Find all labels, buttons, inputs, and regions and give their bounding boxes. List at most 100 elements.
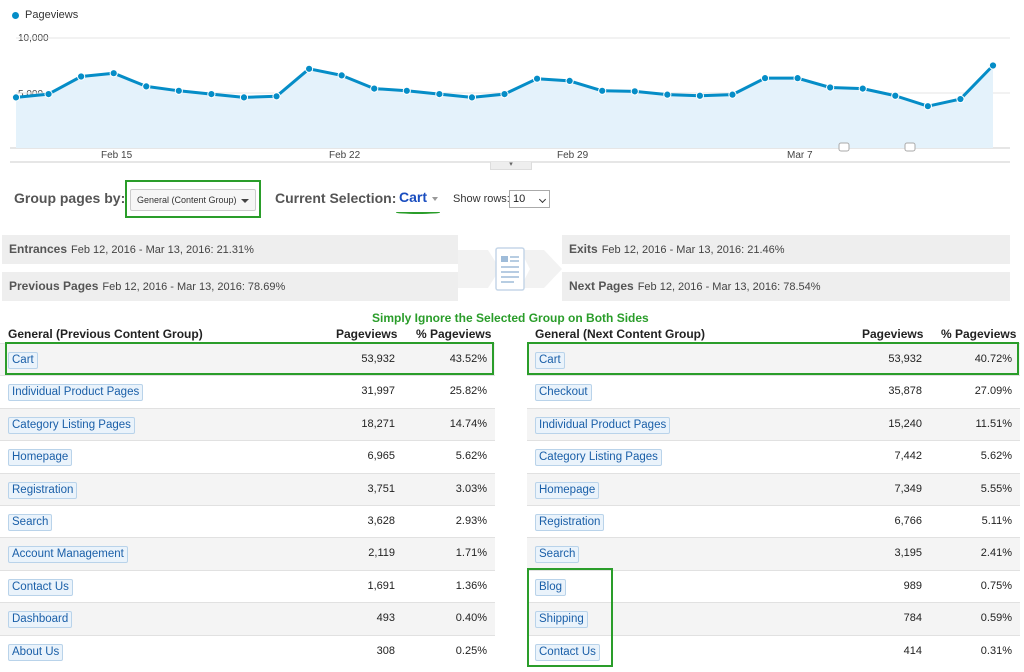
current-selection-dropdown[interactable]: Cart — [399, 189, 428, 205]
data-point[interactable] — [272, 92, 281, 101]
group-link[interactable]: Category Listing Pages — [8, 416, 135, 434]
data-point[interactable] — [760, 74, 770, 83]
table-row: Checkout 35,878 27.09% — [527, 375, 1020, 407]
column-header-pct-pageviews[interactable]: % Pageviews — [416, 327, 492, 341]
chart-collapse-toggle[interactable]: ▾ — [490, 161, 532, 170]
pageviews-cell: 308 — [376, 644, 395, 657]
data-point[interactable] — [239, 93, 249, 102]
data-point[interactable] — [663, 90, 672, 99]
group-by-value: General (Content Group) — [137, 195, 237, 205]
group-link[interactable]: Category Listing Pages — [535, 449, 662, 467]
data-point[interactable] — [142, 82, 151, 91]
table-row: Contact Us 414 0.31% — [527, 634, 1020, 667]
group-link[interactable]: Shipping — [535, 611, 588, 629]
legend-label: Pageviews — [25, 9, 79, 21]
group-link[interactable]: Individual Product Pages — [535, 416, 671, 434]
pct-pageviews-cell: 1.36% — [455, 579, 487, 592]
pct-pageviews-cell: 5.62% — [455, 450, 487, 463]
data-point[interactable] — [956, 94, 965, 104]
exits-label: Exits — [569, 242, 598, 256]
group-link[interactable]: Checkout — [535, 384, 592, 402]
column-header-pageviews[interactable]: Pageviews — [862, 327, 924, 341]
group-link[interactable]: Search — [535, 546, 580, 564]
exits-summary: Exits Feb 12, 2016 - Mar 13, 2016: 21.46% — [562, 235, 1010, 264]
group-link[interactable]: Cart — [8, 352, 38, 369]
pageviews-cell: 53,932 — [888, 353, 922, 365]
data-point[interactable] — [435, 90, 444, 99]
group-by-dropdown[interactable]: General (Content Group) — [130, 189, 256, 211]
data-point[interactable] — [891, 91, 900, 100]
group-link[interactable]: Blog — [535, 578, 567, 596]
legend-dot-icon — [12, 11, 19, 19]
data-point[interactable] — [565, 76, 574, 86]
table-row: Category Listing Pages 18,271 14.74% — [0, 407, 495, 441]
x-tick-label: Feb 15 — [101, 150, 133, 161]
flow-arrow-icon — [458, 247, 562, 291]
data-point[interactable] — [467, 93, 477, 102]
data-point[interactable] — [532, 74, 542, 83]
table-row: Contact Us 1,691 1.36% — [0, 569, 495, 602]
caret-down-icon[interactable] — [432, 197, 438, 201]
pageviews-cell: 53,932 — [361, 353, 395, 365]
group-by-label: Group pages by: — [14, 190, 126, 206]
group-link[interactable]: Homepage — [8, 449, 73, 467]
pct-pageviews-cell: 1.71% — [455, 547, 487, 560]
x-tick-label: Feb 22 — [329, 150, 361, 161]
pageviews-cell: 414 — [903, 644, 922, 657]
data-point[interactable] — [109, 69, 118, 78]
group-link[interactable]: Account Management — [8, 546, 128, 564]
group-link[interactable]: Homepage — [535, 481, 600, 499]
x-tick-label: Feb 29 — [557, 150, 589, 161]
pageviews-cell: 1,691 — [367, 579, 395, 592]
group-link[interactable]: Contact Us — [8, 578, 73, 596]
pct-pageviews-cell: 2.93% — [455, 515, 487, 527]
data-point[interactable] — [370, 84, 379, 93]
group-link[interactable]: Individual Product Pages — [8, 384, 144, 402]
column-header-group[interactable]: General (Next Content Group) — [535, 327, 706, 341]
table-row: Search 3,195 2.41% — [527, 537, 1020, 570]
table-row: Search 3,628 2.93% — [0, 505, 495, 537]
group-link[interactable]: Registration — [8, 481, 78, 499]
group-link[interactable]: Registration — [535, 514, 605, 531]
group-link[interactable]: Cart — [535, 352, 565, 369]
show-rows-select[interactable]: 10 — [509, 190, 550, 208]
table-row: Registration 3,751 3.03% — [0, 472, 495, 505]
chart-legend[interactable]: Pageviews — [12, 9, 78, 21]
data-point[interactable] — [337, 71, 346, 80]
group-link[interactable]: Dashboard — [8, 611, 73, 629]
group-link[interactable]: About Us — [8, 643, 64, 661]
data-point[interactable] — [858, 84, 867, 93]
data-point[interactable] — [11, 93, 21, 102]
data-point[interactable] — [402, 86, 411, 95]
column-header-group[interactable]: General (Previous Content Group) — [8, 327, 203, 341]
data-point[interactable] — [305, 64, 314, 73]
group-link[interactable]: Search — [8, 514, 53, 531]
table-row: Cart 53,932 40.72% — [527, 343, 1020, 376]
data-point[interactable] — [44, 90, 53, 99]
next-pages-label: Next Pages — [569, 279, 634, 293]
annotation-text: Simply Ignore the Selected Group on Both… — [372, 311, 649, 325]
data-point[interactable] — [793, 74, 802, 83]
data-point[interactable] — [207, 90, 216, 99]
group-link[interactable]: Contact Us — [535, 643, 600, 661]
pct-pageviews-cell: 27.09% — [974, 385, 1012, 398]
data-point[interactable] — [174, 86, 183, 95]
pageviews-cell: 784 — [903, 612, 922, 625]
data-point[interactable] — [598, 86, 607, 95]
pct-pageviews-cell: 0.40% — [455, 612, 487, 625]
data-point[interactable] — [923, 102, 932, 111]
annotation-marker-icon — [904, 142, 916, 152]
column-header-pct-pageviews[interactable]: % Pageviews — [941, 327, 1017, 341]
data-point[interactable] — [630, 87, 639, 96]
pageviews-cell: 6,965 — [367, 450, 395, 463]
entrances-summary: Entrances Feb 12, 2016 - Mar 13, 2016: 21… — [2, 235, 458, 264]
data-point[interactable] — [77, 72, 86, 81]
data-point[interactable] — [988, 61, 998, 70]
entrances-value: Feb 12, 2016 - Mar 13, 2016: 21.31% — [71, 244, 254, 256]
data-point[interactable] — [695, 91, 705, 100]
previous-pages-label: Previous Pages — [9, 279, 99, 293]
data-point[interactable] — [826, 83, 835, 92]
data-point[interactable] — [728, 90, 737, 99]
data-point[interactable] — [500, 90, 509, 99]
column-header-pageviews[interactable]: Pageviews — [336, 327, 398, 341]
